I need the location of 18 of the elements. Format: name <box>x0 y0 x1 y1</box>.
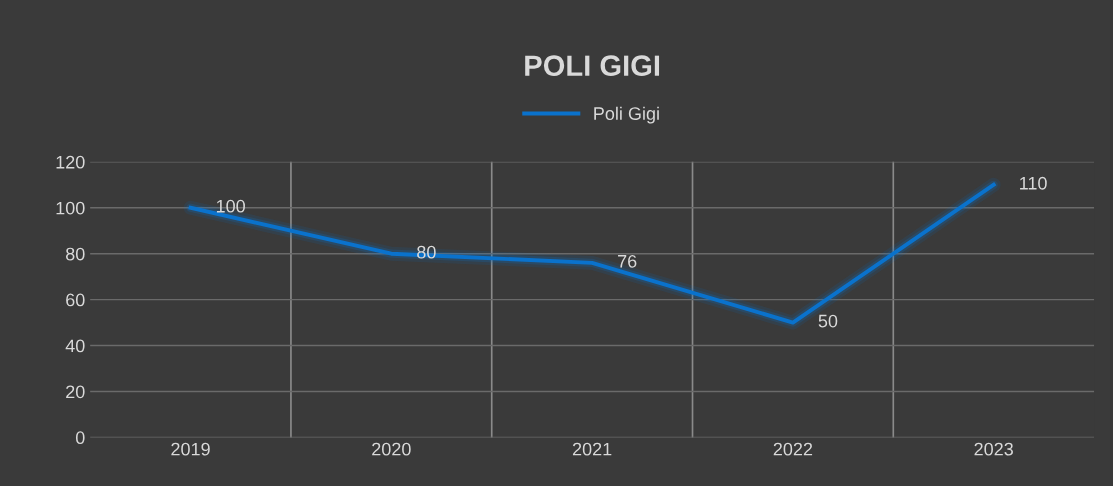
x-tick-label: 2023 <box>974 442 1013 456</box>
chart-title: POLI GIGI <box>525 55 660 77</box>
y-tick-label: 80 <box>66 247 85 261</box>
y-tick-label: 40 <box>65 339 85 353</box>
data-label: 110 <box>1020 176 1047 190</box>
y-tick-label: 100 <box>56 201 85 215</box>
legend-label: Poli Gigi <box>594 106 659 124</box>
data-label: 50 <box>818 314 838 328</box>
x-tick-label: 2019 <box>171 442 210 456</box>
y-tick-label: 0 <box>75 431 85 445</box>
y-tick-label: 20 <box>66 385 85 399</box>
x-tick-label: 2021 <box>572 442 612 456</box>
y-tick-label: 120 <box>56 155 85 169</box>
x-tick-label: 2020 <box>372 442 411 456</box>
x-tick-label: 2022 <box>773 442 813 456</box>
data-label: 100 <box>216 199 245 213</box>
data-label: 76 <box>618 254 637 268</box>
y-tick-label: 60 <box>66 293 85 307</box>
